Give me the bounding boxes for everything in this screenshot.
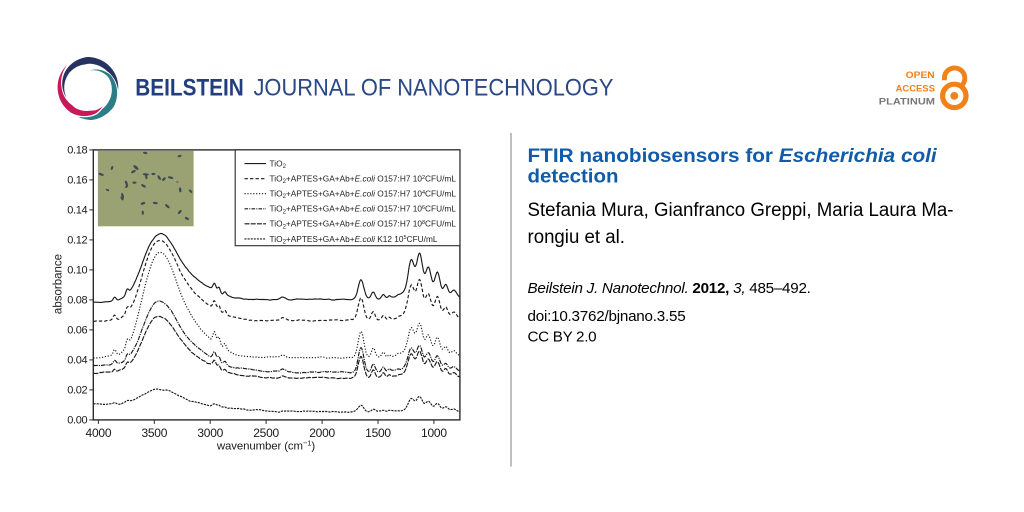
svg-text:PLATINUM: PLATINUM	[879, 97, 935, 108]
svg-text:TiO2+APTES+GA+Ab+E.coli O157:H: TiO2+APTES+GA+Ab+E.coli O157:H7 104CFU/m…	[270, 189, 457, 201]
svg-text:wavenumber (cm−1): wavenumber (cm−1)	[216, 439, 315, 453]
svg-text:Beilstein J. Nanotechnol. 2012: Beilstein J. Nanotechnol. 2012, 3, 485–4…	[528, 280, 811, 297]
svg-text:doi:10.3762/bjnano.3.55: doi:10.3762/bjnano.3.55	[528, 308, 686, 325]
svg-text:3500: 3500	[141, 426, 167, 440]
svg-text:TiO2+APTES+GA+Ab+E.coli O157:H: TiO2+APTES+GA+Ab+E.coli O157:H7 106CFU/m…	[270, 204, 457, 216]
svg-text:0.18: 0.18	[67, 145, 87, 157]
svg-text:0.10: 0.10	[67, 265, 87, 277]
svg-text:FTIR nanobiosensors for Escher: FTIR nanobiosensors for Escherichia coli	[528, 146, 938, 167]
svg-text:TiO2+APTES+GA+Ab+E.coli O157:H: TiO2+APTES+GA+Ab+E.coli O157:H7 102CFU/m…	[270, 174, 457, 186]
svg-text:2000: 2000	[309, 426, 335, 440]
svg-text:CC BY 2.0: CC BY 2.0	[528, 328, 597, 345]
svg-text:TiO2+APTES+GA+Ab+E.coli K12 10: TiO2+APTES+GA+Ab+E.coli K12 105CFU/mL	[270, 234, 438, 246]
svg-text:0.00: 0.00	[67, 415, 87, 427]
svg-text:2500: 2500	[253, 426, 279, 440]
svg-text:0.08: 0.08	[67, 295, 87, 307]
svg-text:TiO2+APTES+GA+Ab+E.coli O157:H: TiO2+APTES+GA+Ab+E.coli O157:H7 108CFU/m…	[270, 219, 457, 231]
svg-text:OPEN: OPEN	[906, 70, 935, 81]
svg-text:0.14: 0.14	[67, 205, 87, 217]
svg-text:BEILSTEIN: BEILSTEIN	[135, 74, 244, 101]
svg-text:detection: detection	[528, 166, 619, 187]
svg-text:3000: 3000	[197, 426, 223, 440]
svg-text:4000: 4000	[86, 426, 112, 440]
svg-text:TiO2: TiO2	[270, 159, 287, 171]
svg-text:rongiu et al.: rongiu et al.	[528, 227, 625, 248]
svg-text:0.04: 0.04	[67, 355, 87, 367]
svg-text:0.06: 0.06	[67, 325, 87, 337]
svg-text:Stefania Mura, Gianfranco Grep: Stefania Mura, Gianfranco Greppi, Maria …	[528, 200, 954, 221]
svg-text:0.12: 0.12	[67, 235, 87, 247]
svg-text:1500: 1500	[365, 426, 391, 440]
svg-text:0.16: 0.16	[67, 175, 87, 187]
svg-text:0.02: 0.02	[67, 385, 87, 397]
svg-text:absorbance: absorbance	[53, 254, 65, 314]
svg-text:1000: 1000	[421, 426, 447, 440]
svg-text:JOURNAL OF NANOTECHNOLOGY: JOURNAL OF NANOTECHNOLOGY	[254, 74, 614, 101]
svg-text:ACCESS: ACCESS	[896, 83, 936, 94]
